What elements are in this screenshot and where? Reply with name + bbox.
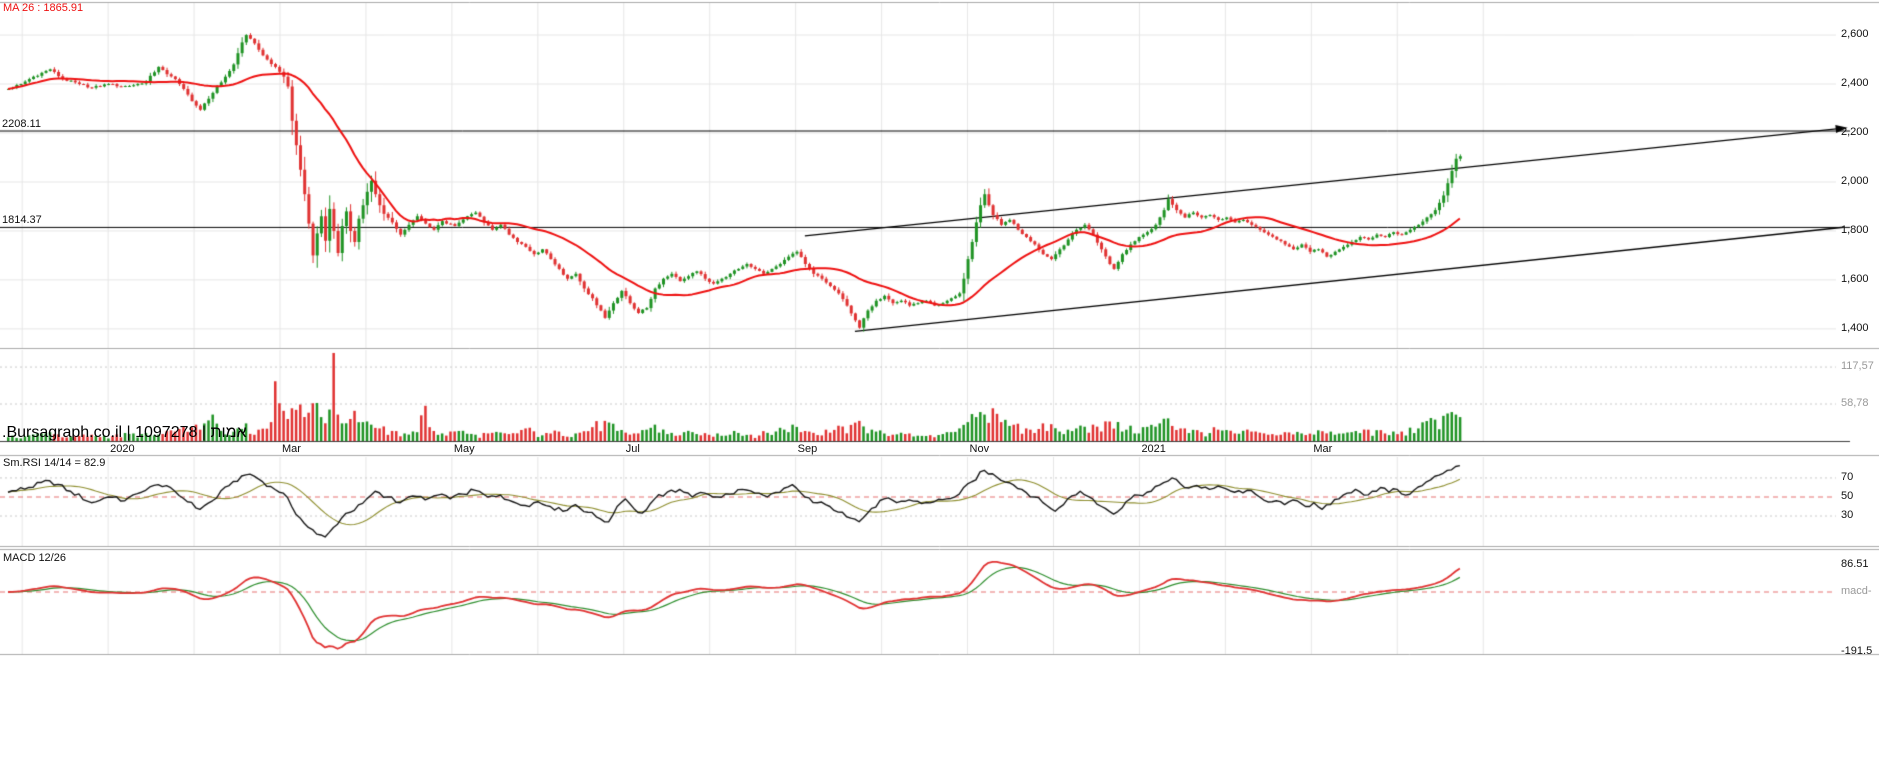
bursagraph-chart-window: MA 26 : 1865.91 .Bursagraph.co.il | 1097…: [0, 0, 1879, 780]
candlestick-chart-canvas[interactable]: [0, 0, 1879, 780]
